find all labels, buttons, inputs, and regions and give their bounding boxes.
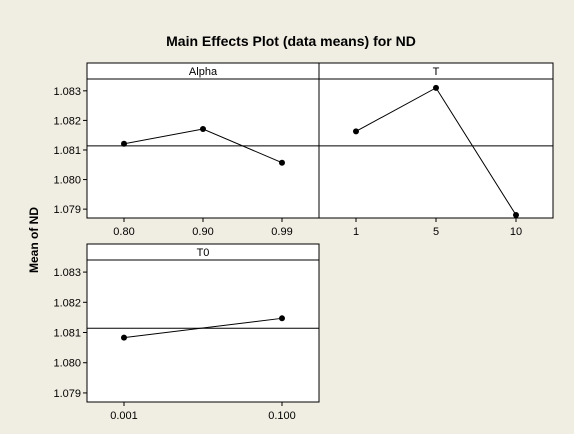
panel-header-label: Alpha xyxy=(189,66,218,78)
panel-header-label: T xyxy=(433,66,440,78)
panel-t: T 1 5 10 xyxy=(318,62,554,238)
x-tick-label: 0.90 xyxy=(192,226,213,238)
data-point xyxy=(433,84,439,91)
y-tick-label: 1.082 xyxy=(53,115,81,127)
data-point xyxy=(513,212,519,219)
chart-title: Main Effects Plot (data means) for ND xyxy=(166,33,416,49)
y-tick-label: 1.081 xyxy=(53,145,81,157)
y-tick-label: 1.079 xyxy=(53,388,81,400)
y-axis-label: Mean of ND xyxy=(27,207,41,273)
y-tick-label: 1.082 xyxy=(53,297,81,309)
panels-group: Alpha 1.083 1.082 1.081 1.080 1.079 0.80 0.90 0.… xyxy=(53,62,554,422)
y-tick-label: 1.083 xyxy=(53,267,81,279)
data-point xyxy=(121,140,127,147)
x-tick-label: 10 xyxy=(510,226,522,238)
panel-header-label: T0 xyxy=(197,247,210,259)
y-tick-label: 1.080 xyxy=(53,175,81,187)
x-tick-label: 0.80 xyxy=(113,226,134,238)
data-point xyxy=(121,334,127,341)
x-tick-label: 0.99 xyxy=(271,226,292,238)
y-tick-label: 1.081 xyxy=(53,328,81,340)
panel-frame xyxy=(86,62,320,219)
data-point xyxy=(200,125,206,132)
x-tick-label: 0.100 xyxy=(268,410,296,422)
y-tick-label: 1.079 xyxy=(53,204,81,216)
x-tick-label: 0.001 xyxy=(110,410,138,422)
x-tick-label: 1 xyxy=(353,226,359,238)
data-point xyxy=(279,159,285,166)
series-line-t0 xyxy=(123,317,283,339)
panel-frame xyxy=(86,243,320,403)
panel-t0: T0 1.083 1.082 1.081 1.080 1.079 0.001 0.100 xyxy=(53,243,320,422)
y-tick-label: 1.083 xyxy=(53,86,81,98)
y-tick-label: 1.080 xyxy=(53,358,81,370)
data-point xyxy=(279,315,285,322)
data-point xyxy=(353,128,359,135)
x-tick-label: 5 xyxy=(433,226,439,238)
panel-alpha: Alpha 1.083 1.082 1.081 1.080 1.079 0.80 0.90 0.… xyxy=(53,62,320,238)
